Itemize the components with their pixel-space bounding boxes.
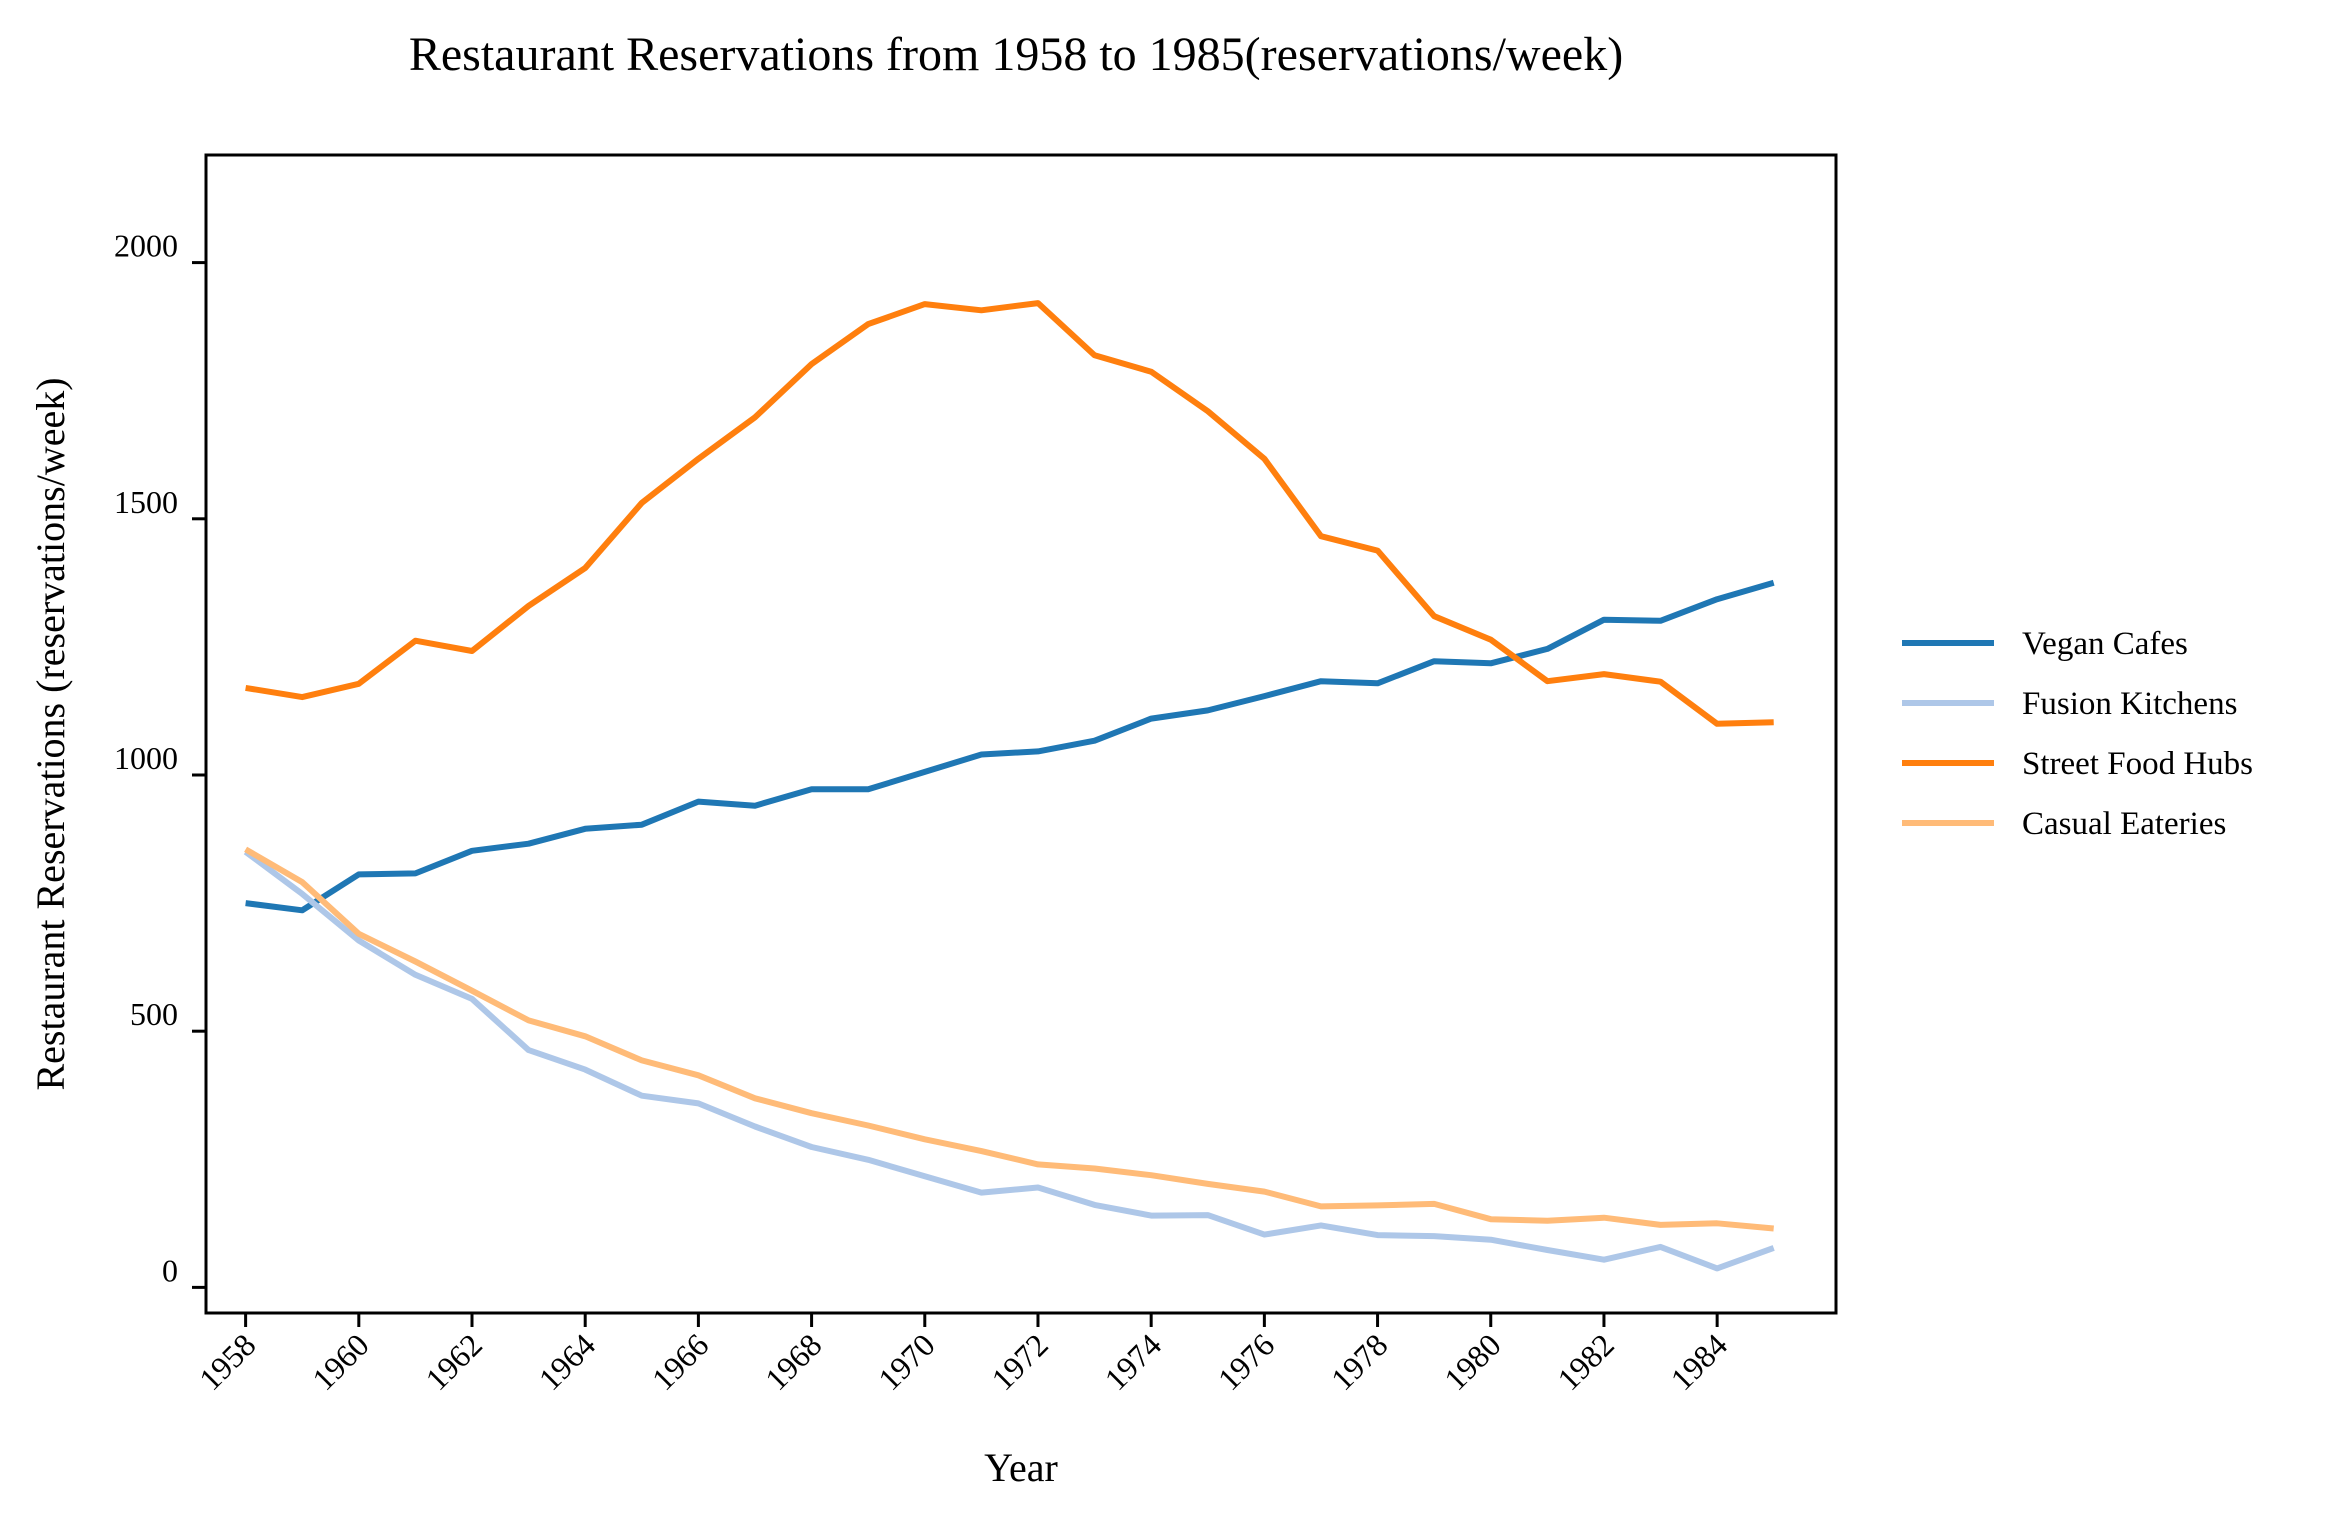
legend-label-1: Fusion Kitchens xyxy=(2022,686,2237,722)
plot-area xyxy=(243,300,1775,1272)
y-axis: 0 500 1000 1500 2000 xyxy=(114,228,206,1289)
plot-frame xyxy=(204,153,1838,1315)
y-tick-label: 0 xyxy=(162,1252,178,1288)
y-tick-label: 1500 xyxy=(114,484,178,520)
legend-label-0: Vegan Cafes xyxy=(2022,626,2188,662)
legend-label-3: Casual Eateries xyxy=(2022,806,2226,842)
legend-label-2: Street Food Hubs xyxy=(2022,746,2253,782)
y-tick-label: 1000 xyxy=(114,740,178,776)
y-tick-label: 2000 xyxy=(114,228,178,264)
series-line-2 xyxy=(245,300,1774,727)
y-tick-label: 500 xyxy=(130,996,178,1032)
x-axis-label: Year xyxy=(984,1445,1058,1490)
legend: Vegan Cafes Fusion Kitchens Street Food Hu… xyxy=(1902,626,2253,842)
series-line-0 xyxy=(245,579,1775,914)
chart-title: Restaurant Reservations from 1958 to 198… xyxy=(409,28,1623,81)
series-line-3 xyxy=(244,846,1774,1232)
y-axis-label: Restaurant Reservations (reservations/we… xyxy=(28,377,73,1090)
series-line-1 xyxy=(243,849,1775,1272)
